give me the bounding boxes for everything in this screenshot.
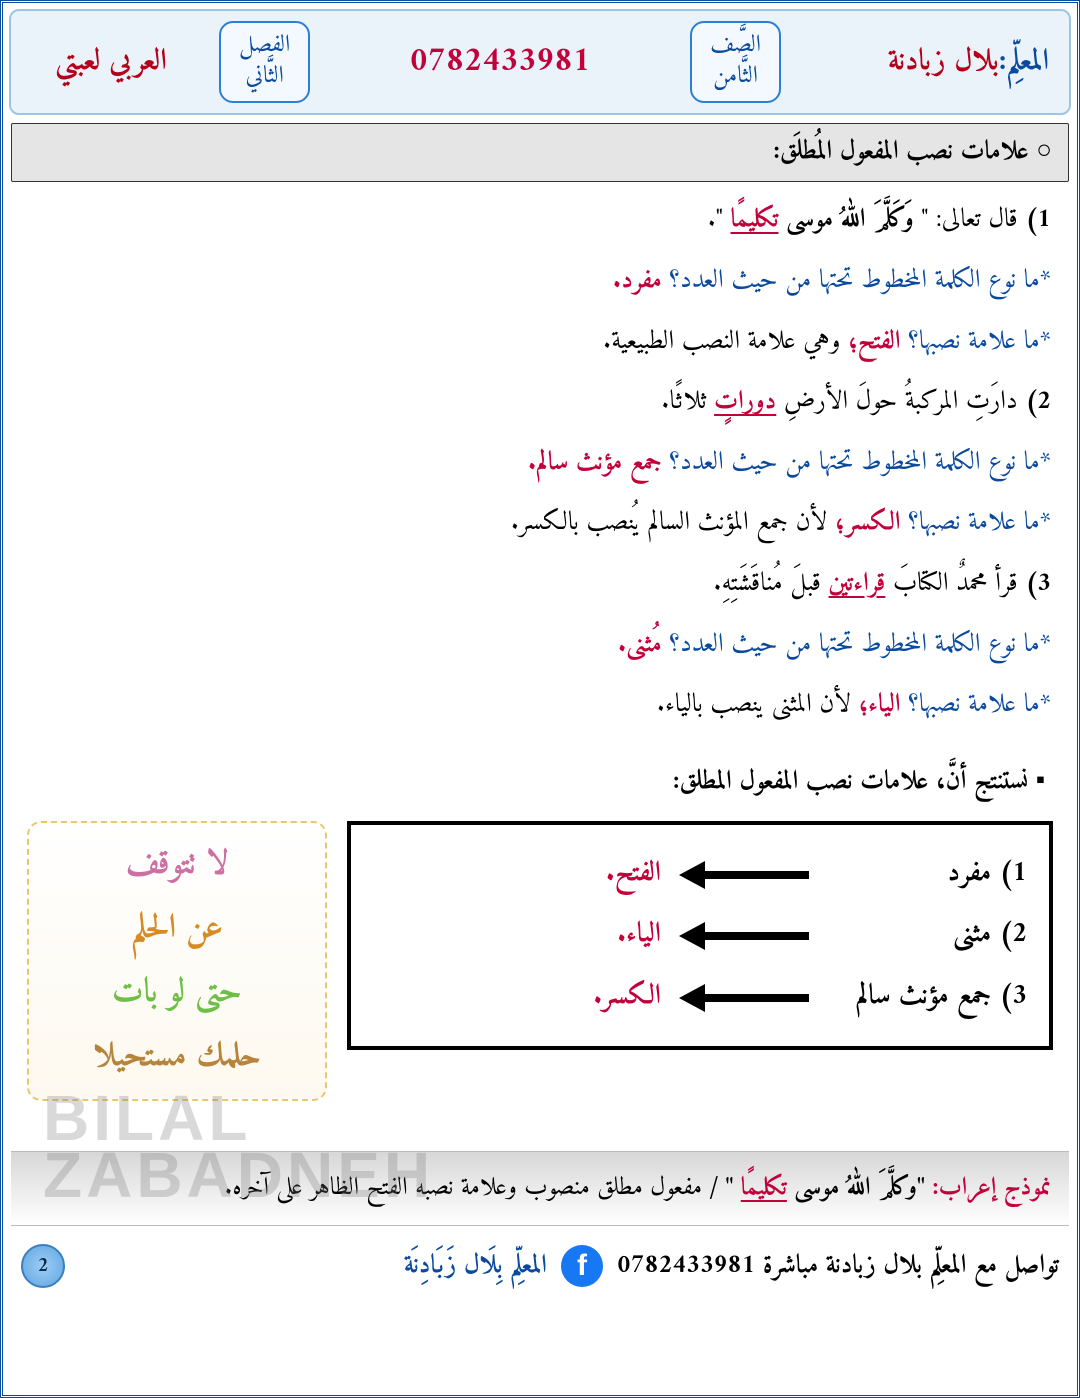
header: المعلِّم: بلال زبادنة الصَّف الثَّامن 07… (9, 9, 1071, 115)
example-quote-a: "وكلَّمَ اللهُ موسى (787, 1166, 925, 1210)
q1-text-a: قال تعالى: " (921, 198, 1017, 243)
term-pill: الفصل الثَّاني (219, 21, 310, 103)
rule-2: 2) مثنى الياء. (373, 904, 1027, 966)
q1-sub2-c: وهي علامة النصب الطبيعية. (603, 320, 840, 365)
motivation-sticker: لا تتوقف عن الحلم حتى لو بات حلمك مستحيل… (27, 821, 327, 1101)
q2-sub2-b: الكسر؛ (827, 501, 900, 546)
conclusion-title: نستنتج أنَّ، علامات نصب المفعول المطلق: (11, 754, 1069, 811)
example-lead: نموذج إعراب: (925, 1166, 1051, 1210)
grade-pill: الصَّف الثَّامن (690, 21, 781, 103)
grade-line2: الثَّامن (710, 62, 761, 93)
sticker-line3: حتى لو بات (112, 963, 242, 1023)
q3-c: قبلَ مُناقَشَتِهِ. (713, 562, 821, 607)
q1-sub1-b: مفرد. (613, 259, 662, 304)
example-rest: مفعول مطلق منصوب وعلامة نصبه الفتح الظاه… (224, 1166, 702, 1210)
rules-area: 1) مفرد الفتح. 2) مثنى الياء. 3) جمع مؤن… (3, 811, 1077, 1111)
q2-sub2-a: *ما علامة نصبها؟ (901, 501, 1051, 546)
sticker-line4: حلمك مستحيلا (93, 1027, 261, 1087)
q2-key: دوراتٍ (714, 380, 776, 425)
rule-3: 3) جمع مؤنث سالم الكسر. (373, 966, 1027, 1028)
page-number: 2 (21, 1244, 65, 1288)
rule-3-label: 3) جمع مؤنث سالم (827, 966, 1027, 1028)
q3-num: 3) (1018, 562, 1051, 607)
q2-num: 2) (1018, 380, 1051, 425)
rule-3-ans: الكسر. (593, 966, 661, 1028)
phone-number: 0782433981 (318, 11, 682, 113)
q2-sub1-a: *ما نوع الكلمة المخطوط تحتها من حيث العد… (662, 441, 1051, 486)
content: 1) قال تعالى: " وَكَلَّمَ اللهُ موسى تكل… (3, 182, 1077, 743)
footer-contact: تواصل مع المعلِّم بلال زبادنة مباشرة 078… (404, 1244, 1059, 1289)
example-key: تكليمًا (741, 1166, 787, 1210)
q3-a: قرأ محمدٌ الكتابَ (885, 562, 1017, 607)
rule-1-ans: الفتح. (606, 843, 661, 905)
q3-sub2-b: الياء؛ (851, 683, 901, 728)
q3-sub2: *ما علامة نصبها؟ الياء؛ لأن المثنى ينصب … (29, 679, 1051, 734)
q1-text-b: وَكَلَّمَ اللهُ موسى (779, 198, 914, 243)
rule-1-label: 1) مفرد (827, 843, 1027, 905)
q3: 3) قرأ محمدٌ الكتابَ قراءتين قبلَ مُناقَ… (29, 558, 1051, 613)
q1-num: 1) (1018, 198, 1051, 243)
q2: 2) دارَتِ المركبةُ حولَ الأرضِ دوراتٍ ثل… (29, 376, 1051, 431)
q1-text-d: ". (708, 198, 723, 243)
q2-a: دارَتِ المركبةُ حولَ الأرضِ (776, 380, 1017, 425)
example-band: نموذج إعراب: "وكلَّمَ اللهُ موسى تكليمًا… (11, 1151, 1069, 1226)
q3-sub1: *ما نوع الكلمة المخطوط تحتها من حيث العد… (29, 619, 1051, 674)
section-title: علامات نصب المفعول المُطلَق: (11, 123, 1069, 182)
signature: المعلِّم بِلَال زَبَادِنَة (404, 1244, 547, 1289)
facebook-icon: f (561, 1245, 603, 1287)
arrow-icon (679, 926, 809, 944)
sticker-line1: لا تتوقف (126, 835, 229, 895)
arrow-icon (679, 865, 809, 883)
rule-2-ans: الياء. (617, 904, 661, 966)
q3-key: قراءتين (829, 562, 886, 607)
q3-sub1-b: مُثنى. (618, 623, 662, 668)
footer: تواصل مع المعلِّم بلال زبادنة مباشرة 078… (3, 1236, 1077, 1299)
motto: العربي لعبتي (11, 11, 211, 113)
q1-key: تكليمًا (731, 198, 779, 243)
q2-sub2: *ما علامة نصبها؟ الكسر؛ لأن جمع المؤنث ا… (29, 497, 1051, 552)
q2-sub2-c: لأن جمع المؤنث السالم يُنصب بالكسر. (511, 501, 828, 546)
q2-c: ثلاثًا. (661, 380, 706, 425)
sticker-line2: عن الحلم (131, 899, 223, 959)
q1-sub2-b: الفتح؛ (840, 320, 900, 365)
teacher-label: المعلِّم: (999, 36, 1049, 89)
rule-2-label: 2) مثنى (827, 904, 1027, 966)
q2-sub1: *ما نوع الكلمة المخطوط تحتها من حيث العد… (29, 437, 1051, 492)
page: المعلِّم: بلال زبادنة الصَّف الثَّامن 07… (0, 0, 1080, 1398)
q3-sub1-a: *ما نوع الكلمة المخطوط تحتها من حيث العد… (662, 623, 1051, 668)
q1-sub1: *ما نوع الكلمة المخطوط تحتها من حيث العد… (29, 255, 1051, 310)
q1-sub2: *ما علامة نصبها؟ الفتح؛ وهي علامة النصب … (29, 316, 1051, 371)
q1-sub2-a: *ما علامة نصبها؟ (901, 320, 1051, 365)
teacher-value: بلال زبادنة (888, 36, 999, 89)
contact-text: تواصل مع المعلِّم بلال زبادنة مباشرة 078… (617, 1244, 1059, 1289)
q3-sub2-c: لأن المثنى ينصب بالياء. (657, 683, 851, 728)
teacher-name: المعلِّم: بلال زبادنة (789, 11, 1069, 113)
rules-box: 1) مفرد الفتح. 2) مثنى الياء. 3) جمع مؤن… (347, 821, 1053, 1050)
term-line2: الثَّاني (239, 62, 290, 93)
q1: 1) قال تعالى: " وَكَلَّمَ اللهُ موسى تكل… (29, 194, 1051, 249)
example-quote-c: " / (702, 1166, 733, 1210)
rule-1: 1) مفرد الفتح. (373, 843, 1027, 905)
arrow-icon (679, 988, 809, 1006)
q2-sub1-b: جمع مؤنث سالم. (528, 441, 662, 486)
q1-sub1-a: *ما نوع الكلمة المخطوط تحتها من حيث العد… (662, 259, 1051, 304)
q3-sub2-a: *ما علامة نصبها؟ (901, 683, 1051, 728)
